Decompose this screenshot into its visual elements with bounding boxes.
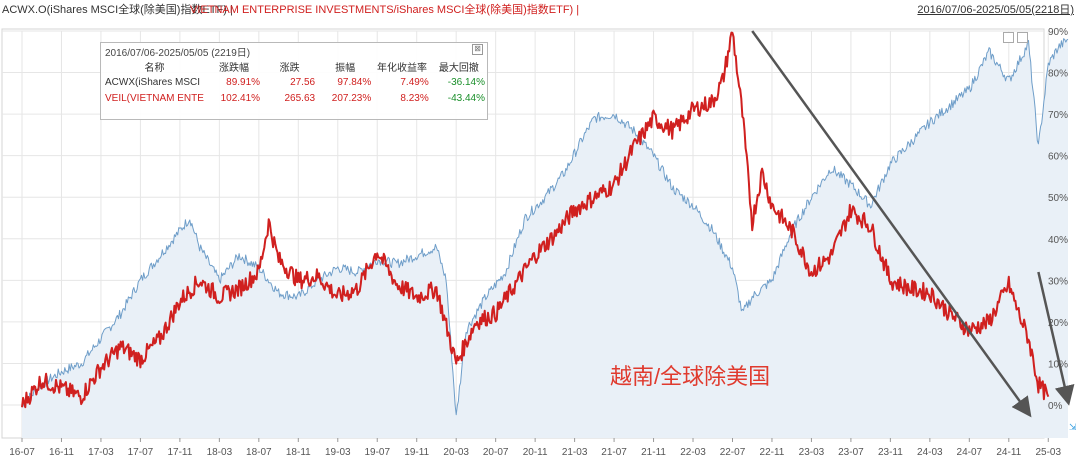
- x-tick-label: 25-03: [1035, 447, 1061, 458]
- x-tick-label: 17-03: [88, 447, 114, 458]
- x-tick-label: 18-07: [246, 447, 272, 458]
- x-axis: 16-07 16-11 17-03 17-07 17-11 18-03 18-07 18-11…: [9, 438, 1061, 458]
- x-tick-label: 24-11: [996, 447, 1021, 458]
- row-chg: 265.63: [284, 92, 316, 104]
- row-maxdd: -43.44%: [447, 92, 485, 104]
- x-tick-label: 19-03: [325, 447, 351, 458]
- row-chg-pct: 89.91%: [226, 76, 261, 88]
- acwx-area: [22, 38, 1068, 438]
- acwx-line[interactable]: [21, 38, 1069, 416]
- annotation-arrows: [751, 30, 1075, 418]
- x-tick-label: 21-03: [562, 447, 588, 458]
- row-maxdd: -36.14%: [447, 76, 485, 88]
- veil-title[interactable]: VIETNAM ENTERPRISE INVESTMENTS/iShares M…: [190, 4, 580, 16]
- restore-icon[interactable]: [1003, 32, 1014, 43]
- table-row[interactable]: VEIL(VIETNAM ENTE 102.41% 265.63 207.23%…: [103, 90, 487, 106]
- row-chg-pct: 102.41%: [220, 92, 261, 104]
- column-header: 涨跌幅: [218, 62, 249, 74]
- y-tick-label: 0%: [1048, 401, 1063, 412]
- table-row[interactable]: ACWX(iShares MSCI 89.91% 27.56 97.84% 7.…: [103, 74, 487, 90]
- x-tick-label: 18-11: [286, 447, 311, 458]
- row-name: VEIL(VIETNAM ENTE: [105, 92, 204, 104]
- x-tick-label: 19-11: [404, 447, 429, 458]
- close-icon[interactable]: ⊠: [472, 44, 483, 55]
- y-tick-label: 50%: [1048, 193, 1068, 204]
- x-tick-label: 24-03: [917, 447, 943, 458]
- column-header: 振幅: [335, 62, 356, 74]
- x-tick-label: 23-03: [799, 447, 825, 458]
- row-amp: 97.84%: [337, 76, 372, 88]
- row-name: ACWX(iShares MSCI: [105, 76, 201, 88]
- x-tick-label: 22-07: [720, 447, 746, 458]
- x-tick-label: 22-03: [680, 447, 706, 458]
- chart-header: ACWX.O(iShares MSCI全球(除美国)指数ETF) | VIETN…: [0, 0, 1080, 20]
- y-tick-label: 10%: [1048, 359, 1068, 370]
- veil-line[interactable]: [21, 31, 1050, 409]
- y-tick-label: 30%: [1048, 276, 1068, 287]
- column-header: 名称: [144, 62, 165, 74]
- x-tick-label: 20-03: [443, 447, 469, 458]
- maximize-icon[interactable]: [1017, 32, 1028, 43]
- resize-icon[interactable]: ⇲: [1069, 422, 1077, 432]
- row-amp: 207.23%: [331, 92, 372, 104]
- y-axis: 90% 80% 70% 60% 50% 40% 30% 20% 10% 0%: [1048, 27, 1068, 412]
- x-tick-label: 20-11: [523, 447, 548, 458]
- x-tick-label: 17-07: [128, 447, 154, 458]
- chart-annotation: 越南/全球除美国: [610, 364, 771, 389]
- acwx-title[interactable]: ACWX.O(iShares MSCI全球(除美国)指数ETF) |: [2, 4, 233, 16]
- series-layer: [21, 31, 1069, 438]
- trend-arrow: [1037, 271, 1075, 406]
- x-tick-label: 20-07: [483, 447, 509, 458]
- x-tick-label: 19-07: [364, 447, 390, 458]
- x-tick-label: 16-11: [49, 447, 74, 458]
- y-tick-label: 70%: [1048, 110, 1068, 121]
- date-range[interactable]: 2016/07/06-2025/05/05(2218日): [917, 4, 1074, 16]
- y-tick-label: 90%: [1048, 27, 1068, 38]
- y-tick-label: 60%: [1048, 152, 1068, 163]
- row-annual: 8.23%: [400, 92, 429, 104]
- stats-panel-title: 2016/07/06-2025/05/05 (2219日): [105, 48, 251, 59]
- stats-header-row: 名称 涨跌幅 涨跌 振幅 年化收益率 最大回撤: [103, 58, 487, 74]
- y-tick-label: 40%: [1048, 235, 1068, 246]
- y-tick-label: 20%: [1048, 318, 1068, 329]
- column-header: 年化收益率: [376, 62, 427, 74]
- window-controls: [1003, 32, 1031, 44]
- x-tick-label: 21-11: [641, 447, 666, 458]
- trend-arrow: [751, 30, 1032, 418]
- x-tick-label: 18-03: [207, 447, 233, 458]
- x-tick-label: 21-07: [601, 447, 627, 458]
- stats-panel: 2016/07/06-2025/05/05 (2219日) ⊠ 名称 涨跌幅 涨…: [100, 42, 488, 120]
- x-tick-label: 23-11: [878, 447, 903, 458]
- x-tick-label: 23-07: [838, 447, 864, 458]
- column-header: 最大回撤: [438, 62, 479, 74]
- x-tick-label: 16-07: [9, 447, 35, 458]
- stats-table: 名称 涨跌幅 涨跌 振幅 年化收益率 最大回撤 ACWX(iShares MSC…: [103, 58, 487, 106]
- x-tick-label: 24-07: [957, 447, 983, 458]
- y-tick-label: 80%: [1048, 69, 1068, 80]
- column-header: 涨跌: [279, 62, 300, 74]
- row-annual: 7.49%: [400, 76, 429, 88]
- row-chg: 27.56: [290, 76, 316, 88]
- x-tick-label: 17-11: [167, 447, 192, 458]
- x-tick-label: 22-11: [760, 447, 785, 458]
